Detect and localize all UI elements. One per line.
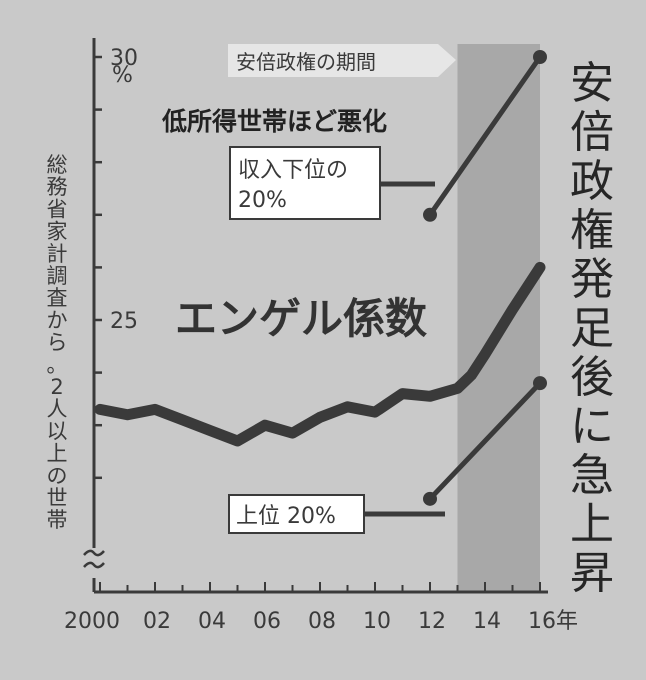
source-note-char: 総 [47, 153, 68, 177]
x-tick-label: 04 [198, 609, 226, 634]
source-note-char: 。 [47, 353, 68, 377]
series-point-2 [423, 491, 437, 506]
source-note-char: 家 [47, 220, 68, 244]
source-note-char: の [47, 464, 68, 488]
y-tick-label: 25 [110, 309, 138, 334]
shaded-period [457, 44, 540, 592]
source-note-char: ら [47, 331, 68, 355]
headline-char: 権 [570, 205, 614, 256]
x-tick-label: 14 [473, 609, 501, 634]
headline-char: 足 [570, 303, 614, 354]
headline-char: に [570, 401, 614, 452]
period-label: 安倍政権の期間 [236, 50, 376, 74]
source-note-char: 上 [47, 442, 68, 466]
x-tick-label: 08 [308, 609, 336, 634]
x-tick-label: 10 [363, 609, 391, 634]
x-tick-label: 16年 [528, 609, 578, 634]
series-point-1 [423, 207, 437, 222]
x-tick-label: 06 [253, 609, 281, 634]
chart-subtitle: 低所得世帯ほど悪化 [161, 107, 387, 136]
y-unit-label: % [112, 63, 133, 88]
chart-title: エンゲル係数 [175, 294, 427, 343]
source-note-char: 帯 [47, 508, 68, 532]
source-note-char: 査 [47, 286, 68, 310]
callout-lower-income-line1: 収入下位の [238, 158, 348, 183]
source-note-char: 人 [47, 397, 68, 421]
source-note-char: 務 [47, 175, 68, 199]
headline-char: 政 [570, 156, 614, 207]
headline-char: 発 [570, 254, 614, 305]
source-note-char: 以 [47, 419, 68, 443]
series-point-2 [533, 376, 547, 391]
headline-char: 倍 [570, 107, 614, 158]
source-note-char: 省 [47, 197, 68, 221]
x-tick-label: 2000 [64, 609, 120, 634]
period-label-bg [228, 44, 456, 77]
axis-break-mark [83, 549, 105, 569]
headline-char: 後 [570, 352, 614, 403]
series-line-1 [427, 54, 543, 218]
source-note-char: 世 [47, 486, 68, 510]
series-line-2 [427, 380, 543, 502]
series-line-0 [94, 261, 546, 447]
callout-box-top-income [228, 494, 365, 534]
x-tick-label: 12 [418, 609, 446, 634]
headline-char: 上 [570, 499, 614, 550]
source-note-char: 2 [50, 375, 63, 399]
callout-box-lower-income [229, 146, 381, 220]
headline-char: 急 [570, 450, 614, 501]
callout-top-income-label: 上位 20% [236, 504, 336, 529]
series-point-1 [533, 50, 547, 64]
y-tick-label: 30 [110, 46, 138, 71]
source-note-char: 計 [47, 242, 68, 266]
source-note-char: 調 [47, 264, 68, 288]
callout-lower-income-line2: 20% [238, 188, 287, 213]
source-note-char: か [47, 308, 68, 332]
headline-char: 昇 [570, 548, 614, 599]
x-tick-label: 02 [143, 609, 171, 634]
headline-char: 安 [570, 58, 614, 109]
